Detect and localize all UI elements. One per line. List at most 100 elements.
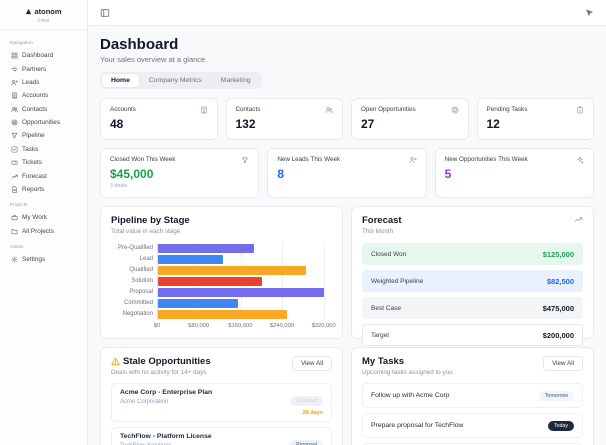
- tab-company-metrics[interactable]: Company Metrics: [148, 77, 202, 84]
- stat-label: Open Opportunities: [361, 106, 416, 113]
- stage-badge: Qualified: [290, 396, 323, 406]
- chart-bar-committed: [158, 299, 239, 308]
- stage-badge: Proposal: [290, 440, 323, 445]
- briefcase-icon: [11, 214, 18, 221]
- stale-days: 28 days: [302, 410, 323, 416]
- chart-bar-proposal: [158, 288, 324, 297]
- chart-x-tick-label: $0: [153, 323, 161, 329]
- stat-label: Contacts: [235, 106, 261, 113]
- funnel-icon: [11, 132, 18, 139]
- forecast-row-target: Target $200,000: [362, 324, 583, 346]
- forecast-row-value: $82,500: [546, 276, 574, 286]
- stat-label: Accounts: [110, 106, 136, 113]
- sidebar-item-label: Dashboard: [22, 52, 54, 60]
- chart-gridline: [323, 243, 325, 320]
- chart-y-tick-label: Pre-Qualified: [117, 245, 153, 251]
- nav-section-label: Projects: [10, 203, 28, 209]
- chart-bar-pre-qualified: [158, 244, 254, 253]
- sidebar-item-all-projects[interactable]: All Projects: [8, 225, 79, 238]
- chart-bar-row: [158, 309, 332, 320]
- chart-bar-row: [158, 254, 332, 265]
- forecast-row-value: $125,000: [542, 249, 574, 259]
- sidebar-item-label: Opportunities: [22, 119, 61, 127]
- logo: atonom CRM: [0, 0, 87, 30]
- sidebar-item-reports[interactable]: Reports: [8, 183, 79, 196]
- sparkles-icon: [576, 156, 584, 164]
- stat-card-new-leads-this-week: New Leads This Week 8: [267, 148, 427, 198]
- trophy-icon: [241, 156, 249, 164]
- sidebar-item-dashboard[interactable]: Dashboard: [8, 49, 79, 62]
- tab-home[interactable]: Home: [102, 74, 139, 87]
- stale-subtitle: Deals with no activity for 14+ days: [111, 369, 207, 376]
- topbar: [88, 0, 606, 26]
- file-text-icon: [11, 186, 18, 193]
- task-title: Prepare proposal for TechFlow: [371, 422, 464, 429]
- page-title: Dashboard: [100, 36, 179, 53]
- task-item[interactable]: Prepare proposal for TechFlow Today: [362, 413, 583, 438]
- stat-label: Closed Won This Week: [110, 156, 176, 163]
- building-icon: [11, 92, 18, 99]
- target-icon: [11, 119, 18, 126]
- sidebar-item-settings[interactable]: Settings: [8, 253, 79, 266]
- sidebar-item-tickets[interactable]: Tickets: [8, 156, 79, 169]
- stat-label: New Leads This Week: [277, 156, 341, 163]
- forecast-row-weighted-pipeline: Weighted Pipeline $82,500: [362, 270, 583, 292]
- stat-label: New Opportunities This Week: [444, 156, 528, 163]
- forecast-row-label: Weighted Pipeline: [371, 277, 424, 285]
- stale-title: Stale Opportunities: [123, 356, 211, 367]
- opportunity-company: Acme Corporation: [120, 398, 169, 405]
- target-icon: [451, 106, 459, 114]
- sidebar-item-forecast[interactable]: Forecast: [8, 169, 79, 182]
- chart-y-tick-label: Lead: [139, 256, 153, 262]
- middle-row: Pipeline by Stage Total value in each st…: [100, 206, 594, 346]
- content: Dashboard Your sales overview at a glanc…: [88, 26, 606, 445]
- nav-section-label: Navigation: [10, 41, 33, 46]
- chart-y-labels: Pre-Qualified Lead Qualified Solution Propos…: [111, 243, 157, 333]
- stat-value: 12: [486, 117, 500, 131]
- stale-view-all-button[interactable]: View All: [292, 356, 332, 371]
- main-area: Dashboard Your sales overview at a glanc…: [88, 0, 606, 445]
- stale-opportunity-item[interactable]: Acme Corp - Enterprise Plan Acme Corporat…: [111, 383, 332, 422]
- chart-y-tick-label: Negotiation: [122, 311, 153, 317]
- user-plus-icon: [11, 79, 18, 86]
- stat-label: Pending Tasks: [486, 106, 528, 113]
- due-badge: Today: [547, 420, 574, 431]
- sidebar-item-pipeline[interactable]: Pipeline: [8, 129, 79, 142]
- forecast-row-value: $200,000: [542, 330, 574, 340]
- forecast-row-label: Closed Won: [371, 250, 407, 258]
- chart-x-tick-label: $80,000: [188, 323, 210, 329]
- tasks-title: My Tasks: [362, 356, 405, 367]
- task-item[interactable]: Follow up with Acme Corp Tomorrow: [362, 383, 583, 408]
- pipeline-chart-subtitle: Total value in each stage: [111, 228, 181, 235]
- stale-opportunity-item[interactable]: TechFlow - Platform License TechFlow Solu…: [111, 427, 332, 445]
- sidebar-item-my-work[interactable]: My Work: [8, 211, 79, 224]
- chart-x-tick-label: $320,000: [311, 323, 336, 329]
- chart-gridline: [282, 243, 284, 320]
- sidebar-item-partners[interactable]: Partners: [8, 62, 79, 75]
- task-list: Follow up with Acme Corp Tomorrow Prepare …: [362, 383, 583, 445]
- stat-value: $45,000: [110, 167, 154, 181]
- cursor-icon[interactable]: [584, 8, 594, 18]
- sidebar-item-opportunities[interactable]: Opportunities: [8, 116, 79, 129]
- sidebar-item-contacts[interactable]: Contacts: [8, 103, 79, 116]
- warning-triangle-icon: [111, 357, 120, 366]
- stat-card-accounts: Accounts 48: [100, 98, 218, 140]
- my-tasks-panel: My Tasks Upcoming tasks assigned to you …: [351, 347, 594, 445]
- chart-y-tick-label: Solution: [131, 278, 153, 284]
- tab-marketing[interactable]: Marketing: [220, 77, 251, 84]
- sidebar-item-label: Leads: [22, 78, 40, 86]
- stale-list: Acme Corp - Enterprise Plan Acme Corporat…: [111, 383, 332, 445]
- stat-subtext: 3 deals: [110, 183, 128, 189]
- sidebar-item-leads[interactable]: Leads: [8, 76, 79, 89]
- ticket-icon: [11, 159, 18, 166]
- sidebar-item-label: My Work: [22, 214, 48, 222]
- sidebar-nav: Navigation Dashboard Partners Leads Accounts…: [0, 30, 87, 270]
- chart-plot-area: [157, 243, 332, 320]
- forecast-rows: Closed Won $125,000 Weighted Pipeline $82,5…: [362, 243, 583, 346]
- sidebar-item-accounts[interactable]: Accounts: [8, 89, 79, 102]
- opportunity-title: TechFlow - Platform License: [120, 433, 212, 440]
- tasks-view-all-button[interactable]: View All: [543, 356, 583, 371]
- sidebar-item-tasks[interactable]: Tasks: [8, 143, 79, 156]
- pipeline-chart-title: Pipeline by Stage: [111, 215, 190, 226]
- panel-left-icon[interactable]: [100, 8, 110, 18]
